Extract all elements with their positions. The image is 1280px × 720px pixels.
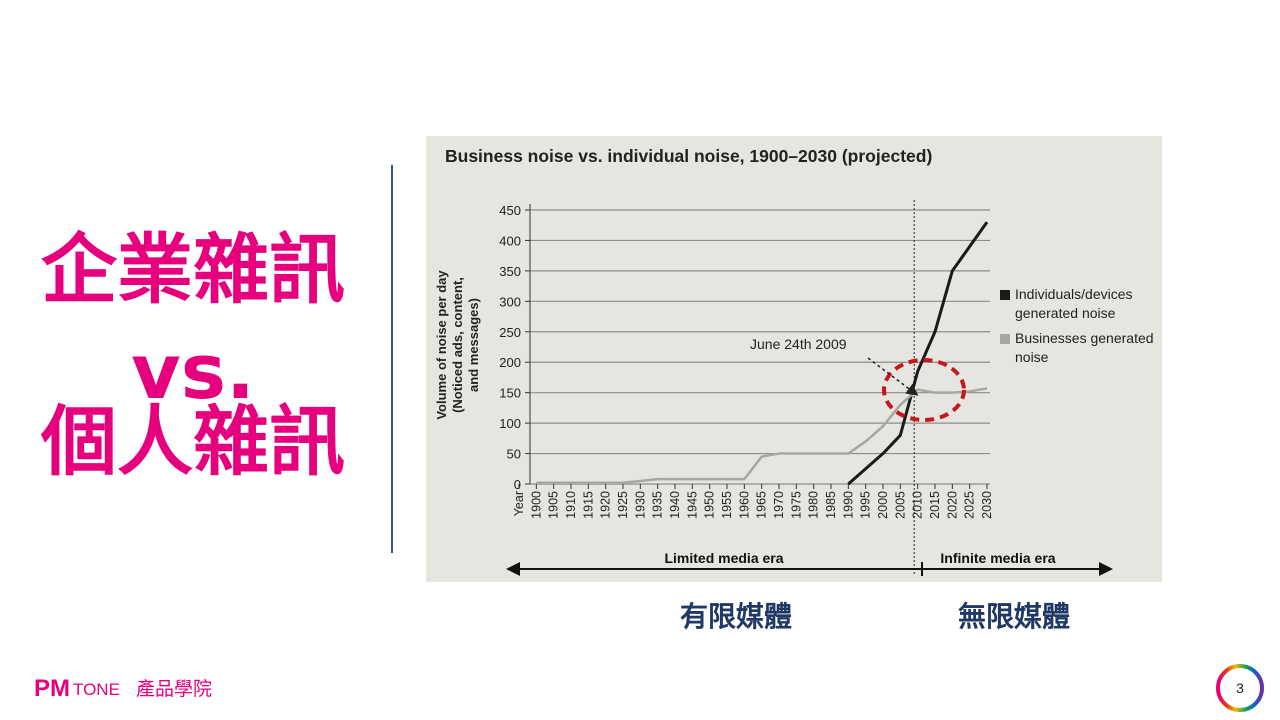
- x-tick-label: 1905: [547, 491, 561, 519]
- y-tick-label: 250: [499, 325, 521, 340]
- x-tick-label: 1995: [859, 491, 873, 519]
- x-tick-label: 2020: [945, 491, 959, 519]
- era-label: Infinite media era: [940, 550, 1055, 566]
- x-tick-label: 2030: [980, 491, 994, 519]
- highlight-circle: [882, 358, 966, 422]
- y-tick-label: 100: [499, 416, 521, 431]
- y-axis-label: and messages): [466, 298, 481, 392]
- x-tick-label: 1945: [685, 491, 699, 519]
- caption: 有限媒體: [680, 600, 793, 633]
- y-tick-label: 50: [507, 447, 521, 462]
- x-tick-label: 1985: [824, 491, 838, 519]
- y-tick-label: 300: [499, 294, 521, 309]
- y-tick-label: 150: [499, 386, 521, 401]
- x-tick-label: 2005: [893, 491, 907, 519]
- x-tick-label: 1955: [720, 491, 734, 519]
- x-tick-label: 1920: [599, 491, 613, 519]
- slide-title-line: vs.: [131, 327, 255, 416]
- y-axis-label: Volume of noise per day: [434, 270, 449, 420]
- x-tick-label: 1930: [633, 491, 647, 519]
- era-label: Limited media era: [664, 550, 783, 566]
- page-circle: [1216, 664, 1264, 712]
- x-tick-label: 2010: [911, 491, 925, 519]
- x-tick-label: 2015: [928, 491, 942, 519]
- x-tick-label: Year: [512, 491, 526, 516]
- brand-pm: PM: [34, 675, 70, 702]
- x-tick-label: 1965: [755, 491, 769, 519]
- slide-title-line: 企業雜訊: [41, 225, 345, 314]
- chart-title: Business noise vs. individual noise, 190…: [445, 146, 932, 166]
- y-tick-label: 0: [514, 477, 521, 492]
- divider: [391, 165, 393, 553]
- x-tick-label: 1990: [841, 491, 855, 519]
- x-tick-label: 1935: [651, 491, 665, 519]
- era-arrow-right: [1099, 562, 1113, 576]
- y-tick-label: 400: [499, 233, 521, 248]
- y-tick-label: 200: [499, 355, 521, 370]
- annotation-arrow: [867, 357, 919, 396]
- x-tick-label: 1915: [581, 491, 595, 519]
- legend-swatch: [1000, 290, 1010, 300]
- x-tick-label: 1910: [564, 491, 578, 519]
- slide-title-line: 個人雜訊: [41, 397, 345, 486]
- x-tick-label: 2025: [963, 491, 977, 519]
- y-axis-label: (Noticed ads, content,: [450, 277, 465, 413]
- y-tick-label: 450: [499, 203, 521, 218]
- x-tick-label: 1940: [668, 491, 682, 519]
- brand-tone: TONE: [73, 680, 120, 699]
- y-tick-label: 350: [499, 264, 521, 279]
- x-tick-label: 1970: [772, 491, 786, 519]
- page-number: 3: [1236, 680, 1244, 696]
- legend-swatch: [1000, 334, 1010, 344]
- caption: 無限媒體: [958, 600, 1071, 633]
- x-tick-label: 1980: [807, 491, 821, 519]
- x-tick-label: 1900: [529, 491, 543, 519]
- x-tick-label: 2000: [876, 491, 890, 519]
- academy: 產品學院: [136, 678, 212, 700]
- legend-label: Businesses generated noise: [1015, 330, 1154, 365]
- era-arrow-left: [506, 562, 520, 576]
- x-tick-label: 1960: [737, 491, 751, 519]
- x-tick-label: 1950: [703, 491, 717, 519]
- x-tick-label: 1975: [789, 491, 803, 519]
- series-line: [847, 221, 989, 486]
- legend-label: Individuals/devices generated noise: [1015, 286, 1133, 321]
- x-tick-label: 1925: [616, 491, 630, 519]
- annotation: June 24th 2009: [750, 336, 847, 352]
